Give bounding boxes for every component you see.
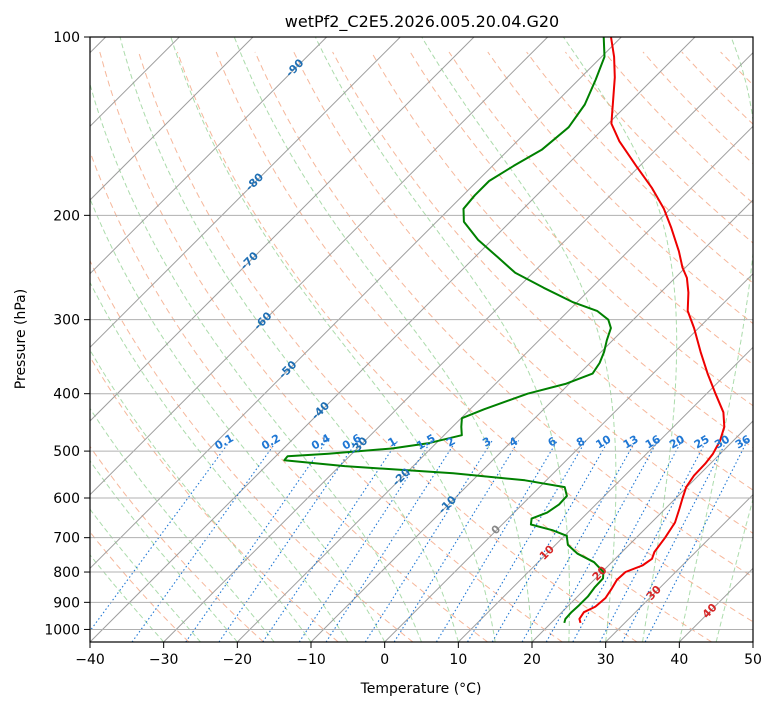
moist-adiabat xyxy=(90,460,238,642)
dry-adiabat xyxy=(99,51,563,642)
mixing-ratio-line xyxy=(298,440,432,642)
dry-adiabat xyxy=(90,259,414,642)
plot-frame xyxy=(89,36,754,643)
dry-adiabat xyxy=(90,445,264,642)
mixing-ratio-line xyxy=(262,440,399,642)
chart-title: wetPf2_C2E5.2026.005.20.04.G20 xyxy=(285,12,559,32)
mixing-ratio-line xyxy=(393,440,520,642)
moist-adiabat xyxy=(90,197,386,642)
y-tick-label: 600 xyxy=(53,491,80,507)
dry-adiabat xyxy=(90,356,339,642)
dry-adiabat xyxy=(487,51,753,325)
dry-adiabat xyxy=(176,51,712,642)
isotherm xyxy=(531,420,753,642)
x-tick-label: −10 xyxy=(296,652,326,668)
mixing-ratio-line xyxy=(435,440,558,642)
isotherm xyxy=(90,37,475,422)
dry-adiabat xyxy=(409,51,753,407)
x-tick-label: 0 xyxy=(380,652,389,668)
x-axis: −40 −30 −20 −10 0 10 20 30 40 50 xyxy=(75,642,762,668)
x-tick-label: −40 xyxy=(75,652,105,668)
isotherm xyxy=(457,346,753,642)
y-tick-label: 300 xyxy=(53,313,80,329)
isotherm xyxy=(310,199,753,642)
moist-adiabat xyxy=(90,281,349,642)
y-tick-label: 100 xyxy=(53,30,80,46)
x-tick-label: −20 xyxy=(223,652,253,668)
dry-adiabat xyxy=(90,150,488,642)
dry-adiabat xyxy=(448,51,753,366)
y-tick-label: 900 xyxy=(53,595,80,611)
moist-adiabat xyxy=(90,407,275,642)
isotherm xyxy=(163,51,753,642)
isotherm xyxy=(384,272,753,642)
dry-adiabat xyxy=(293,51,753,534)
y-tick-label: 1000 xyxy=(44,622,80,638)
isotherm xyxy=(236,125,753,642)
x-tick-label: 20 xyxy=(523,652,541,668)
moist-adiabat xyxy=(421,37,617,642)
moist-adiabat xyxy=(715,497,753,642)
dry-adiabat xyxy=(138,51,638,642)
moist-adiabat xyxy=(678,37,753,642)
x-tick-label: 50 xyxy=(744,652,762,668)
dry-adiabat xyxy=(254,51,753,578)
mixing-ratio-line xyxy=(644,440,748,642)
x-axis-title: Temperature (°C) xyxy=(360,681,482,697)
mixing-ratio-line xyxy=(131,440,278,642)
x-tick-label: 10 xyxy=(449,652,467,668)
isotherm xyxy=(90,37,254,201)
y-tick-label: 500 xyxy=(53,444,80,460)
moist-adiabat xyxy=(119,37,459,642)
temperature-profile xyxy=(578,37,726,624)
mixing-ratio-line xyxy=(621,440,728,642)
dewpoint-profile xyxy=(283,37,612,624)
y-tick-label: 200 xyxy=(53,208,80,224)
isotherm xyxy=(605,493,753,642)
isotherm xyxy=(90,37,401,349)
y-axis: 1000 900 800 700 600 500 400 300 200 100 xyxy=(44,30,90,638)
y-tick-label: 700 xyxy=(53,531,80,547)
x-tick-label: 40 xyxy=(670,652,688,668)
dry-adiabat xyxy=(215,51,753,623)
mixing-ratio-line xyxy=(467,440,587,642)
mixing-ratio-line xyxy=(90,440,231,632)
mixing-ratio-line xyxy=(218,440,358,642)
y-tick-label: 400 xyxy=(53,387,80,403)
y-axis-title: Pressure (hPa) xyxy=(13,289,29,389)
isotherm xyxy=(90,37,549,496)
data-series xyxy=(283,37,726,624)
moist-adiabat xyxy=(562,37,678,642)
mixing-ratio-line xyxy=(491,440,609,642)
mixing-ratio-line xyxy=(521,440,637,642)
x-tick-label: −30 xyxy=(149,652,179,668)
mixing-ratio-line xyxy=(185,440,328,642)
isotherm xyxy=(90,37,622,570)
dry-adiabat xyxy=(370,51,753,449)
y-tick-label: 800 xyxy=(53,565,80,581)
isotherm xyxy=(90,37,328,275)
dry-adiabat xyxy=(332,51,753,491)
isotherm xyxy=(90,37,696,642)
moist-adiabat xyxy=(170,37,496,642)
x-tick-label: 30 xyxy=(597,652,615,668)
